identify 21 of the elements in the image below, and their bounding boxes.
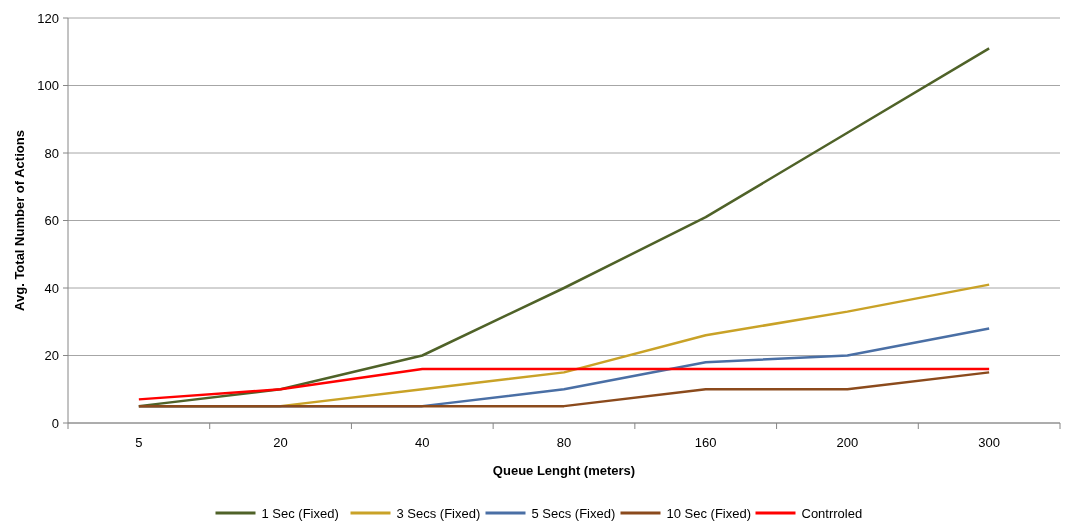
- y-tick-label: 20: [44, 348, 59, 364]
- legend-label: 1 Sec (Fixed): [261, 505, 339, 521]
- x-tick-label: 5: [135, 435, 143, 450]
- x-tick-label: 160: [694, 435, 717, 450]
- x-tick-label: 20: [273, 435, 288, 450]
- y-tick-label: 60: [44, 213, 59, 229]
- y-tick-label: 80: [44, 145, 59, 161]
- legend-label: 5 Secs (Fixed): [531, 505, 616, 521]
- legend-label: 10 Sec (Fixed): [666, 505, 752, 521]
- x-tick-label: 300: [978, 435, 1000, 450]
- x-tick-label: 40: [415, 435, 430, 450]
- legend-label: 3 Secs (Fixed): [396, 505, 481, 521]
- y-tick-label: 0: [51, 415, 59, 431]
- y-tick-label: 120: [37, 10, 59, 26]
- legend-label: Contrroled: [801, 505, 863, 521]
- y-axis-title: Avg. Total Number of Actions: [12, 130, 27, 311]
- y-tick-label: 40: [44, 280, 59, 296]
- x-axis-title: Queue Lenght (meters): [492, 463, 636, 478]
- x-tick-label: 200: [836, 435, 859, 450]
- y-tick-label: 100: [37, 78, 59, 94]
- x-tick-label: 80: [556, 435, 572, 450]
